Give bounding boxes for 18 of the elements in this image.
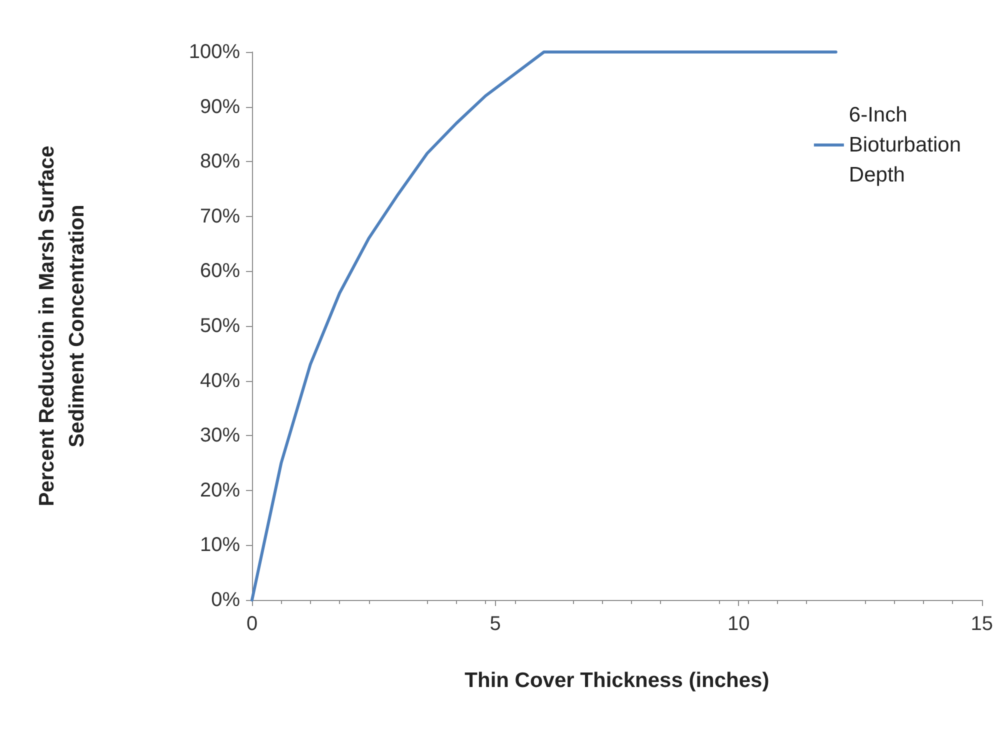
x-tick-label: 5: [490, 613, 501, 635]
legend-label: 6-Inch Bioturbation Depth: [848, 104, 962, 186]
y-tick-label: 30%: [200, 424, 240, 447]
y-tick-label: 20%: [200, 479, 240, 502]
y-axis-title: Percent Reductoin in Marsh Surface Sediment Concentration: [36, 146, 88, 506]
x-tick-label: 0: [246, 613, 258, 635]
x-tick-label: 10: [727, 613, 750, 635]
y-tick-label: 80%: [200, 150, 240, 173]
x-tick-label: 15: [970, 613, 993, 635]
y-tick-label: 70%: [200, 205, 240, 228]
y-tick-label: 40%: [200, 370, 240, 392]
y-tick-label: 60%: [200, 260, 240, 282]
y-tick-label: 100%: [188, 41, 240, 63]
x-axis-title: Thin Cover Thickness (inches): [464, 669, 770, 692]
y-tick-label: 90%: [200, 96, 240, 118]
y-tick-label: 50%: [200, 315, 240, 337]
y-tick-label: 10%: [200, 534, 240, 556]
y-tick-label: 0%: [211, 589, 240, 611]
